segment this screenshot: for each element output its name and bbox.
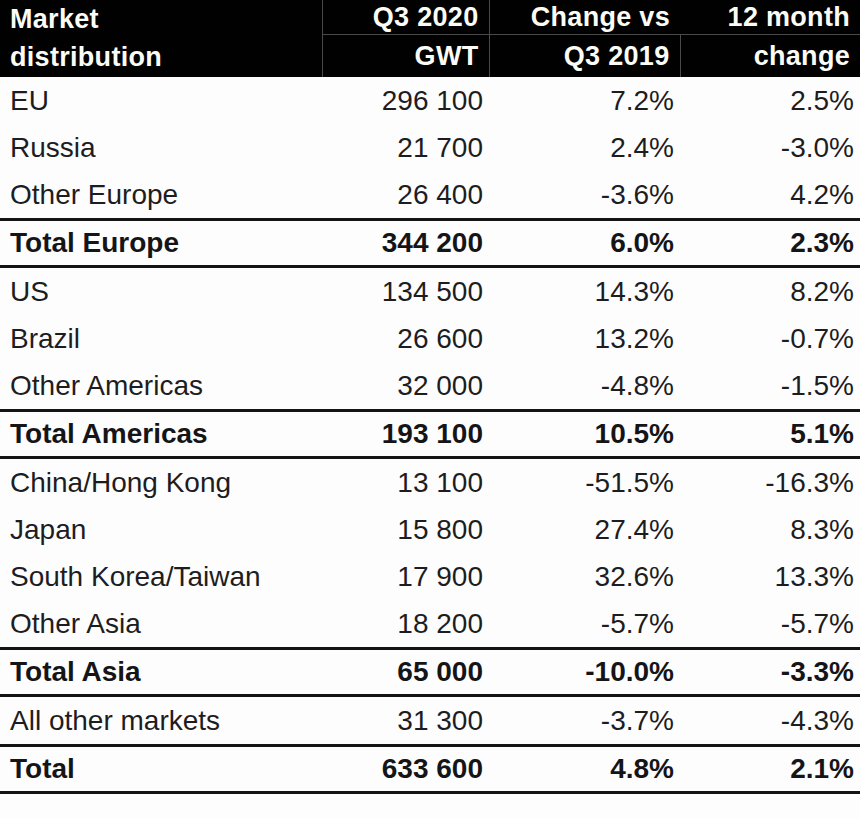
- header-q3-2020: Q3 2020: [322, 0, 489, 35]
- table-row: China/Hong Kong13 100-51.5%-16.3%: [0, 458, 860, 507]
- change-q3-cell: 14.3%: [489, 267, 680, 316]
- header-12-month: 12 month: [680, 0, 860, 35]
- market-cell: EU: [0, 77, 322, 124]
- table-row: All other markets31 300-3.7%-4.3%: [0, 696, 860, 746]
- change-12m-cell: 13.3%: [680, 553, 860, 600]
- change-q3-cell: -3.7%: [489, 696, 680, 746]
- gwt-cell: 296 100: [322, 77, 489, 124]
- market-cell: South Korea/Taiwan: [0, 553, 322, 600]
- header-change: change: [680, 35, 860, 78]
- total-row: Total Americas193 10010.5%5.1%: [0, 411, 860, 458]
- gwt-cell: 31 300: [322, 696, 489, 746]
- gwt-cell: 13 100: [322, 458, 489, 507]
- market-cell: Russia: [0, 124, 322, 171]
- change-q3-cell: 10.5%: [489, 411, 680, 458]
- market-cell: Other Europe: [0, 171, 322, 220]
- market-cell: China/Hong Kong: [0, 458, 322, 507]
- market-cell: Total: [0, 746, 322, 793]
- gwt-cell: 26 600: [322, 315, 489, 362]
- change-q3-cell: 13.2%: [489, 315, 680, 362]
- table-row: US134 50014.3%8.2%: [0, 267, 860, 316]
- header-market-line1: Market: [10, 1, 322, 37]
- table-row: Other Americas32 000-4.8%-1.5%: [0, 362, 860, 411]
- gwt-cell: 26 400: [322, 171, 489, 220]
- header-row-1: Market distribution Q3 2020 Change vs 12…: [0, 0, 860, 35]
- header-gwt: GWT: [322, 35, 489, 78]
- change-12m-cell: 5.1%: [680, 411, 860, 458]
- header-market-line2: distribution: [10, 37, 322, 77]
- total-row: Total Asia65 000-10.0%-3.3%: [0, 649, 860, 696]
- total-row: Total Europe344 2006.0%2.3%: [0, 220, 860, 267]
- change-q3-cell: 7.2%: [489, 77, 680, 124]
- gwt-cell: 65 000: [322, 649, 489, 696]
- gwt-cell: 344 200: [322, 220, 489, 267]
- change-12m-cell: -3.3%: [680, 649, 860, 696]
- change-12m-cell: -5.7%: [680, 600, 860, 649]
- table-row: South Korea/Taiwan17 90032.6%13.3%: [0, 553, 860, 600]
- change-q3-cell: -5.7%: [489, 600, 680, 649]
- market-cell: Other Asia: [0, 600, 322, 649]
- header-change-vs: Change vs: [489, 0, 680, 35]
- change-12m-cell: 2.5%: [680, 77, 860, 124]
- change-12m-cell: -0.7%: [680, 315, 860, 362]
- change-12m-cell: -4.3%: [680, 696, 860, 746]
- table-row: Russia21 7002.4%-3.0%: [0, 124, 860, 171]
- market-cell: Japan: [0, 506, 322, 553]
- header-market-distribution: Market distribution: [0, 0, 322, 77]
- change-q3-cell: -51.5%: [489, 458, 680, 507]
- gwt-cell: 32 000: [322, 362, 489, 411]
- gwt-cell: 193 100: [322, 411, 489, 458]
- market-cell: US: [0, 267, 322, 316]
- table-row: Brazil26 60013.2%-0.7%: [0, 315, 860, 362]
- gwt-cell: 18 200: [322, 600, 489, 649]
- change-q3-cell: 32.6%: [489, 553, 680, 600]
- table-row: EU296 1007.2%2.5%: [0, 77, 860, 124]
- change-12m-cell: 2.1%: [680, 746, 860, 793]
- change-q3-cell: -4.8%: [489, 362, 680, 411]
- change-12m-cell: -16.3%: [680, 458, 860, 507]
- market-cell: All other markets: [0, 696, 322, 746]
- change-q3-cell: 4.8%: [489, 746, 680, 793]
- change-q3-cell: 2.4%: [489, 124, 680, 171]
- market-cell: Other Americas: [0, 362, 322, 411]
- header-q3-2019: Q3 2019: [489, 35, 680, 78]
- table-row: Japan15 80027.4%8.3%: [0, 506, 860, 553]
- change-q3-cell: -3.6%: [489, 171, 680, 220]
- market-cell: Total Americas: [0, 411, 322, 458]
- change-q3-cell: 27.4%: [489, 506, 680, 553]
- change-q3-cell: 6.0%: [489, 220, 680, 267]
- table-row: Other Asia18 200-5.7%-5.7%: [0, 600, 860, 649]
- gwt-cell: 17 900: [322, 553, 489, 600]
- total-row: Total633 6004.8%2.1%: [0, 746, 860, 793]
- gwt-cell: 633 600: [322, 746, 489, 793]
- change-12m-cell: 4.2%: [680, 171, 860, 220]
- table-body: EU296 1007.2%2.5%Russia21 7002.4%-3.0%Ot…: [0, 77, 860, 793]
- gwt-cell: 15 800: [322, 506, 489, 553]
- change-12m-cell: 8.3%: [680, 506, 860, 553]
- gwt-cell: 21 700: [322, 124, 489, 171]
- table-row: Other Europe26 400-3.6%4.2%: [0, 171, 860, 220]
- change-q3-cell: -10.0%: [489, 649, 680, 696]
- market-cell: Total Asia: [0, 649, 322, 696]
- market-cell: Brazil: [0, 315, 322, 362]
- change-12m-cell: -1.5%: [680, 362, 860, 411]
- market-distribution-table: Market distribution Q3 2020 Change vs 12…: [0, 0, 860, 794]
- table-header: Market distribution Q3 2020 Change vs 12…: [0, 0, 860, 77]
- change-12m-cell: -3.0%: [680, 124, 860, 171]
- market-cell: Total Europe: [0, 220, 322, 267]
- change-12m-cell: 2.3%: [680, 220, 860, 267]
- gwt-cell: 134 500: [322, 267, 489, 316]
- change-12m-cell: 8.2%: [680, 267, 860, 316]
